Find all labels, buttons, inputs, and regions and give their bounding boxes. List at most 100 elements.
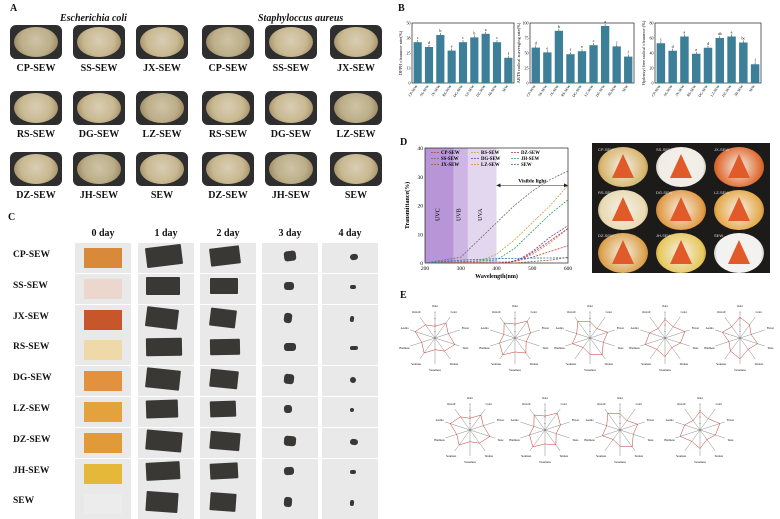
agar-plate	[206, 93, 250, 123]
y-tick-label: 60	[650, 36, 654, 41]
dish-label: DZ-SEW	[16, 190, 56, 201]
dish-label: CP-SEW	[208, 63, 248, 74]
radar-axis-label: Flavor	[572, 419, 579, 422]
agar-plate	[334, 93, 378, 123]
degradation-photo	[138, 366, 194, 397]
radar-profile	[499, 320, 531, 356]
film-residue	[145, 429, 183, 453]
y-tick-label: 80	[650, 21, 654, 26]
radar-axis	[724, 337, 741, 360]
film-residue	[144, 243, 184, 269]
degradation-photo	[75, 427, 131, 458]
film-disk	[714, 147, 764, 187]
radar-axis-label: Overall	[522, 403, 531, 406]
disk-label: DZ-SEW	[598, 233, 614, 238]
agar-plate	[77, 93, 121, 123]
radar-axis-label: Overall	[492, 311, 501, 314]
radar-axis-label: Texture	[755, 363, 764, 366]
radar-axis-label: Texture	[605, 363, 614, 366]
film-sample	[84, 278, 122, 299]
radar-axis-label: Flavor	[617, 327, 624, 330]
film-residue	[283, 435, 297, 447]
x-tick-label: CP-SEW	[526, 84, 537, 98]
degradation-photo	[322, 243, 378, 273]
radar-axis	[514, 316, 531, 339]
sample-label: DG-SEW	[13, 373, 52, 384]
radar-chart: Odor Color Flavor Taste Texture Sweetness Sour…	[479, 305, 549, 372]
film-sample	[84, 340, 122, 361]
significance-letter: c	[496, 35, 498, 40]
radar-axis	[514, 337, 531, 360]
petri-dish	[73, 91, 125, 125]
radar-profile	[414, 322, 456, 354]
petri-dish	[10, 91, 62, 125]
y-tick-label: 0	[652, 81, 654, 86]
degradation-photo	[138, 335, 194, 366]
radar-axis	[434, 337, 451, 360]
dish-label: LZ-SEW	[336, 129, 376, 140]
degradation-photo	[138, 489, 194, 519]
logo-triangle	[612, 154, 634, 178]
radar-axis-label: Flavor	[767, 327, 774, 330]
radar-axis-label: Sweetness	[614, 461, 626, 464]
radar-axis-label: Hardness	[584, 439, 594, 442]
transmittance-line-chart: UVC UVB UVA 200 300 400 500 600 0 10 20 30 40 Wavelen…	[404, 146, 573, 280]
petri-dish	[10, 25, 62, 59]
agar-plate	[14, 27, 58, 57]
x-tick-label: DZ-SEW	[721, 84, 732, 98]
agar-plate	[140, 154, 184, 184]
y-tick-label: 40	[418, 146, 424, 152]
radar-axis	[724, 316, 741, 339]
degradation-photo	[262, 427, 318, 458]
radar-axis-label: Odor	[662, 305, 668, 308]
sample-label: CP-SEW	[13, 250, 50, 260]
bar-chart-3: Hydroxyl free radical clearance (%) 0 20 40…	[641, 20, 762, 98]
significance-letter: f	[570, 47, 572, 52]
radar-chart: Odor Color Flavor Taste Texture Sweetness Sour…	[664, 397, 734, 464]
significance-letter: c	[660, 36, 662, 41]
panel-label-c: C	[8, 212, 16, 223]
radar-axis-label: Hardness	[629, 347, 639, 350]
x-tick-label: 600	[564, 266, 573, 272]
radar-axis	[544, 429, 570, 439]
radar-axis-label: Flavor	[542, 327, 549, 330]
significance-letter: f	[754, 57, 756, 62]
radar-axis-label: Sourness	[596, 455, 606, 458]
sample-label: SEW	[13, 496, 35, 507]
agar-plate	[140, 93, 184, 123]
degradation-photo	[322, 366, 378, 397]
significance-letter: f	[508, 51, 510, 56]
degradation-photo	[75, 397, 131, 427]
radar-axis-label: Taste	[617, 347, 624, 350]
bar	[600, 26, 610, 83]
radar-axis	[469, 429, 486, 452]
significance-letter: a	[684, 30, 686, 35]
radar-axis-label: Taste	[572, 439, 579, 442]
radar-axis-label: Taste	[542, 347, 549, 350]
y-tick-label: 50	[525, 51, 529, 56]
degradation-photo	[75, 366, 131, 397]
petri-dish	[73, 25, 125, 59]
film-disk	[598, 147, 648, 187]
radar-axis	[544, 421, 570, 431]
film-disk	[598, 233, 648, 273]
dish-label: DG-SEW	[270, 129, 312, 140]
x-tick-label: 300	[457, 266, 466, 272]
x-tick-label: JH-SEW	[607, 84, 618, 97]
dish-label: SS-SEW	[272, 63, 310, 74]
radar-axis	[434, 337, 460, 347]
organism-label-ecoli: Escherichia coli	[60, 13, 127, 24]
significance-letter: a	[604, 19, 606, 24]
dish-label: LZ-SEW	[142, 129, 182, 140]
radar-axis	[490, 329, 516, 339]
radar-axis	[649, 316, 666, 339]
bar	[492, 42, 502, 83]
y-axis-label: Transmittance(%)	[404, 182, 411, 229]
degradation-photo	[200, 335, 256, 366]
radar-axis-label: Color	[636, 403, 642, 406]
radar-axis-label: Taste	[462, 347, 469, 350]
radar-axis	[445, 421, 471, 431]
film-residue	[349, 315, 355, 322]
agar-plate	[77, 154, 121, 184]
radar-axis-label: Sweetness	[734, 369, 746, 372]
